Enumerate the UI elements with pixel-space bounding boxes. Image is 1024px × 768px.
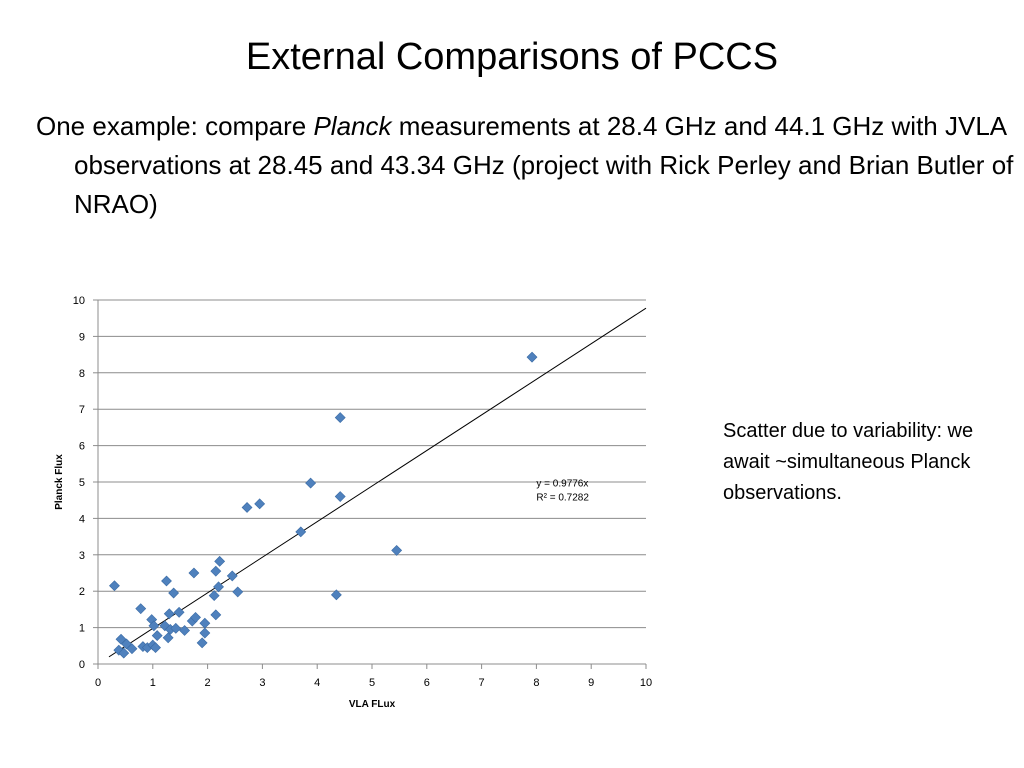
data-point (295, 526, 307, 538)
data-point (213, 581, 224, 593)
data-point (151, 630, 163, 642)
y-tick-label: 4 (79, 513, 85, 525)
x-tick-label: 9 (588, 677, 594, 689)
trendline (108, 307, 647, 658)
x-axis-label: VLA FLux (349, 699, 396, 710)
y-tick-label: 6 (79, 441, 85, 453)
y-tick-label: 0 (79, 659, 85, 671)
x-tick-label: 10 (640, 677, 652, 689)
y-tick-label: 2 (79, 586, 85, 598)
x-tick-label: 3 (259, 677, 265, 689)
x-tick-label: 7 (479, 677, 485, 689)
x-tick-label: 4 (314, 677, 320, 689)
data-point (170, 622, 182, 634)
data-point (150, 642, 161, 654)
data-point (254, 498, 266, 510)
y-tick-label: 5 (79, 477, 85, 489)
data-point (179, 625, 191, 636)
data-point (391, 545, 403, 556)
data-point (210, 609, 222, 621)
scatter-note: Scatter due to variability: we await ~si… (723, 420, 974, 504)
data-point (118, 647, 130, 659)
data-point (190, 611, 201, 623)
y-tick-label: 10 (73, 295, 85, 307)
data-point (161, 575, 172, 587)
data-point (162, 632, 174, 644)
data-point (126, 643, 138, 655)
x-tick-label: 0 (95, 677, 101, 689)
data-point (330, 589, 342, 601)
data-point (334, 412, 346, 423)
data-point (135, 603, 147, 615)
bullet-text-italic: Planck (313, 111, 392, 141)
data-point (526, 351, 538, 363)
x-tick-label: 1 (150, 677, 156, 689)
data-point (214, 555, 226, 567)
data-point (210, 565, 222, 577)
data-point (173, 606, 185, 618)
bullet-text-part2: measurements at 28.4 GHz and 44.1 GHz wi… (74, 111, 1014, 219)
x-tick-label: 8 (533, 677, 539, 689)
data-point (241, 502, 253, 513)
data-point (232, 586, 244, 598)
data-point (163, 608, 175, 620)
y-tick-label: 8 (79, 368, 85, 380)
gridlines (98, 299, 646, 629)
tick-labels: 0 1 2 3 4 5 6 7 8 9 10 0 1 2 3 4 5 6 7 8 9 10 (73, 295, 652, 689)
y-tick-label: 7 (79, 404, 85, 416)
bullet-text: One example: compare Planck measurements… (36, 107, 1024, 224)
data-point (168, 587, 180, 599)
x-tick-label: 6 (424, 677, 430, 689)
data-point (208, 590, 220, 601)
y-tick-label: 9 (79, 331, 85, 343)
trendline-equation: y = 0.9776x (536, 478, 588, 489)
data-point (334, 491, 346, 502)
y-axis-label: Planck Flux (54, 454, 65, 510)
data-point (199, 627, 211, 639)
slide-title: External Comparisons of PCCS (245, 36, 779, 78)
data-point (148, 620, 160, 632)
axes (93, 299, 647, 669)
y-tick-label: 1 (79, 623, 85, 635)
x-tick-label: 2 (205, 677, 211, 689)
data-point (305, 477, 317, 489)
bullet-text-part1: One example: compare (36, 111, 314, 141)
x-tick-label: 5 (369, 677, 375, 689)
y-tick-label: 3 (79, 550, 85, 562)
data-point (199, 617, 211, 629)
scatter-chart: 0 1 2 3 4 5 6 7 8 9 10 0 1 2 3 4 5 6 7 8 9 10 y = 0.9776x R² … (54, 295, 652, 710)
data-points (109, 351, 538, 659)
trendline-r-squared: R² = 0.7282 (536, 493, 589, 504)
data-point (226, 570, 238, 582)
data-point (109, 580, 120, 592)
data-point (196, 637, 208, 649)
data-point (188, 567, 200, 579)
